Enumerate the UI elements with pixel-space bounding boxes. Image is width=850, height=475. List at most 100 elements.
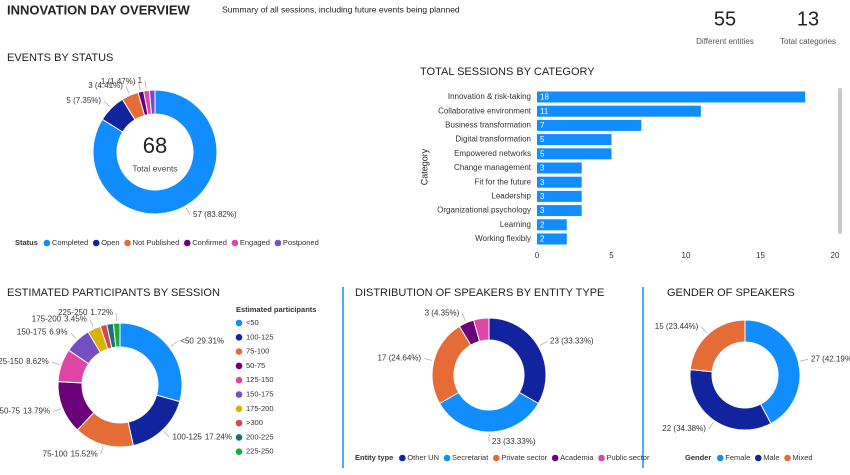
legend-item: Public sector [607,453,650,462]
legend-item: Private sector [501,453,547,462]
chart-title: EVENTS BY STATUS [7,52,113,64]
legend-item: Confirmed [192,238,227,247]
data-label-value: 6.9% [49,328,67,337]
bar [537,105,701,117]
data-label-value: 29.31% [197,337,224,346]
leader-line [100,446,104,455]
data-label-value: 17.24% [205,432,232,441]
donut-slice [112,322,121,348]
legend-item: Completed [52,238,88,247]
legend-swatch [235,319,243,327]
y-tick-label: Leadership [491,192,531,201]
data-label: 2 [540,235,545,244]
data-label: 225-250 1.72% [58,308,113,317]
data-label: 18 [540,93,549,102]
legend-item: 225-250 [246,447,274,456]
legend-swatch [231,239,239,247]
y-tick-label: Innovation & risk-taking [448,92,531,101]
kpi-value: 13 [797,8,819,30]
data-label: 5 (7.35%) [66,96,101,105]
bar [537,148,612,160]
y-tick-label: Change management [454,163,532,172]
legend-swatch [274,239,282,247]
data-label-value: 15.52% [71,449,98,458]
data-label-category: 150-175 [17,328,47,337]
x-tick-label: 0 [535,251,540,260]
legend-swatch [235,334,243,341]
legend-swatch [716,454,724,462]
legend-item: Engaged [240,238,270,247]
data-label: 3 [540,178,545,187]
data-label-category: 225-250 [58,308,88,317]
data-label-category: 100-125 [173,432,203,441]
legend-swatch [443,454,451,462]
legend-swatch [493,454,500,462]
chart-title: TOTAL SESSIONS BY CATEGORY [420,66,595,78]
data-label: 22 (34.38%) [662,424,706,433]
kpi-label: Total categories [780,37,836,46]
legend-swatch [124,239,131,247]
donut-slice [148,89,156,115]
chart-title: GENDER OF SPEAKERS [667,287,795,299]
legend-swatch [235,376,243,384]
leader-line [103,100,110,107]
legend-swatch [551,454,559,462]
data-label-category: 125-150 [0,357,24,366]
legend-swatch [92,239,100,247]
data-label-value: 8.62% [26,357,49,366]
leader-line [185,207,191,216]
legend-swatch [235,448,243,456]
kpi-label: Different entities [696,37,754,46]
leader-line [89,319,94,328]
y-tick-label: Working flexibly [475,234,531,243]
data-label: 150-175 6.9% [17,328,68,337]
data-label-value: 13.79% [23,407,50,416]
legend-item: 200-225 [246,432,274,441]
bar [537,134,612,146]
data-label-category: <50 [180,337,194,346]
data-label: 5 [540,149,545,158]
legend-swatch [235,362,243,370]
legend-item: 50-75 [246,361,265,370]
bar [537,205,582,217]
donut-slice [744,319,801,425]
legend-title: Gender [685,453,711,462]
legend-item: 75-100 [246,347,269,356]
x-tick-label: 20 [831,251,840,260]
data-label-category: 75-100 [43,449,68,458]
legend-swatch [235,434,243,441]
leader-line [424,358,432,361]
bar [537,91,806,103]
chart-title: DISTRIBUTION OF SPEAKERS BY ENTITY TYPE [355,287,604,299]
legend-item: 125-150 [246,375,274,384]
data-label: 23 (33.33%) [550,337,594,346]
leader-line [539,341,548,346]
data-label: 15 (23.44%) [655,322,699,331]
legend-item: Mixed [793,453,813,462]
bar [537,219,567,231]
kpi-value: 55 [714,8,736,30]
x-tick-label: 5 [609,251,614,260]
leader-line [125,86,130,94]
data-label: 100-125 17.24% [173,432,233,441]
y-axis-title: Category [419,148,429,185]
leader-line [70,332,77,339]
legend-item: Open [101,238,119,247]
data-label: 2 [540,220,545,229]
legend-item: Postponed [283,238,319,247]
legend-swatch [784,454,791,462]
data-label: 175-200 3.45% [32,315,87,324]
legend-swatch [754,454,762,462]
data-label: 57 (83.82%) [193,210,237,219]
data-label-category: 175-200 [32,315,62,324]
y-tick-label: Learning [500,220,531,229]
data-label: 3 [540,164,545,173]
data-label: 11 [540,107,549,116]
data-label: 75-100 15.52% [43,449,98,458]
legend-swatch [235,419,243,427]
legend-swatch [399,454,406,462]
legend-item: Other UN [407,453,439,462]
page-subtitle: Summary of all sessions, including futur… [222,4,460,14]
